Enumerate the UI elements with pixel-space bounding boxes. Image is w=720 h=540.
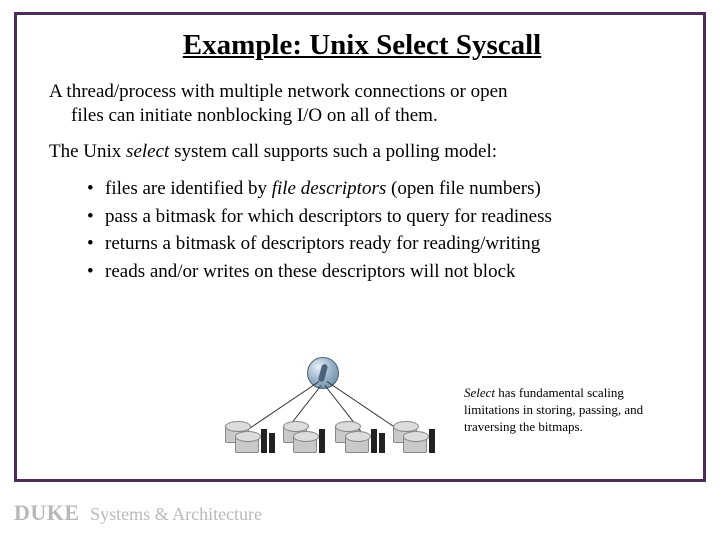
bullet-4: reads and/or writes on these descriptors… xyxy=(87,258,675,286)
para2-before: The Unix xyxy=(49,141,126,162)
bar-icon xyxy=(269,433,275,453)
file-cylinder-icon xyxy=(403,435,427,453)
bullet-2: pass a bitmask for which descriptors to … xyxy=(87,203,675,231)
slide-title: Example: Unix Select Syscall xyxy=(49,29,675,62)
b1i: file descriptors xyxy=(272,178,387,199)
bar-icon xyxy=(379,433,385,453)
file-cylinder-icon xyxy=(345,435,369,453)
file-cylinder-icon xyxy=(235,435,259,453)
para2-after: system call supports such a polling mode… xyxy=(169,141,497,162)
b1b: (open file numbers) xyxy=(386,178,541,199)
para2-italic: select xyxy=(126,141,169,162)
select-diagram xyxy=(207,357,437,465)
diagram-area: Select has fundamental scaling limitatio… xyxy=(17,357,703,467)
b1a: files are identified by xyxy=(105,178,272,199)
bullet-list: files are identified by file descriptors… xyxy=(49,175,675,285)
para1-line2: files can initiate nonblocking I/O on al… xyxy=(49,104,675,128)
footer-rest: Systems & Architecture xyxy=(90,504,262,524)
paragraph-1: A thread/process with multiple network c… xyxy=(49,80,675,128)
bar-icon xyxy=(429,429,435,453)
footer: DUKE Systems & Architecture xyxy=(14,500,262,526)
bar-icon xyxy=(261,429,267,453)
bullet-3: returns a bitmask of descriptors ready f… xyxy=(87,230,675,258)
bar-icon xyxy=(371,429,377,453)
slide-frame: Example: Unix Select Syscall A thread/pr… xyxy=(14,12,706,482)
bullet-1: files are identified by file descriptors… xyxy=(87,175,675,203)
paragraph-2: The Unix select system call supports suc… xyxy=(49,140,675,164)
footer-duke: DUKE xyxy=(14,500,80,525)
para1-line1: A thread/process with multiple network c… xyxy=(49,81,508,102)
note-italic: Select xyxy=(464,385,495,400)
side-note: Select has fundamental scaling limitatio… xyxy=(464,385,679,436)
file-cylinder-icon xyxy=(293,435,317,453)
bar-icon xyxy=(319,429,325,453)
